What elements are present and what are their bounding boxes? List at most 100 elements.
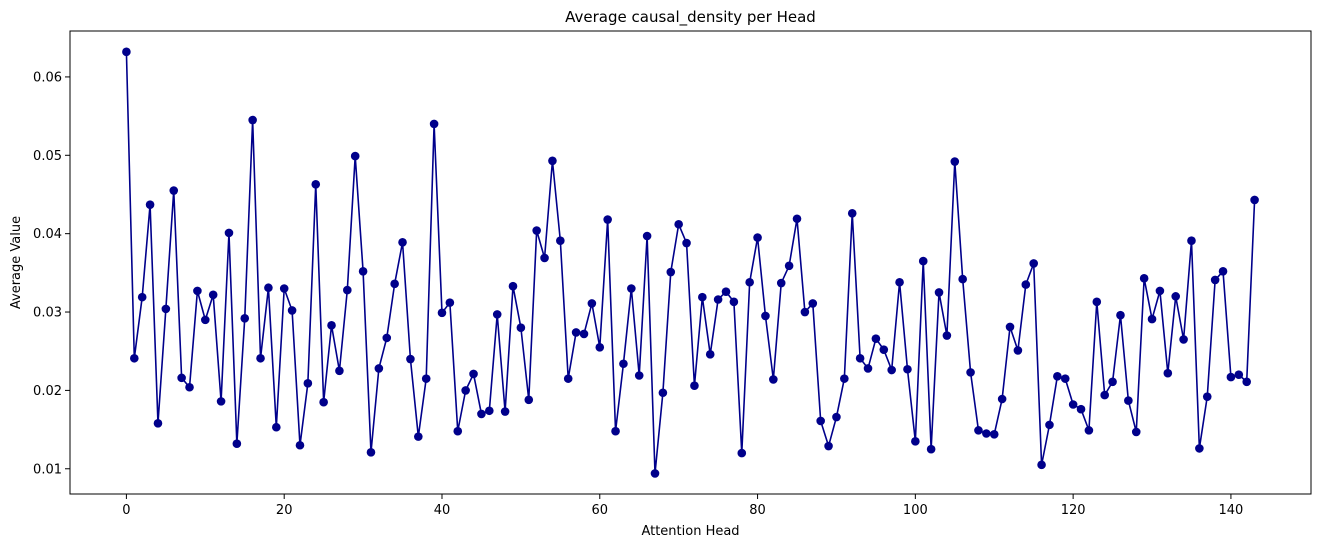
data-point [524, 395, 534, 405]
data-point [153, 419, 163, 428]
data-point [390, 279, 399, 289]
data-point [453, 426, 463, 436]
data-point [1005, 322, 1015, 332]
data-point [492, 310, 502, 319]
x-axis-label: Attention Head [641, 524, 739, 539]
data-point [335, 366, 344, 376]
data-point [1139, 274, 1149, 283]
data-point [343, 285, 352, 295]
data-point [414, 432, 423, 441]
data-point [942, 331, 952, 340]
data-point [1013, 346, 1023, 355]
data-point [997, 394, 1007, 404]
data-point [532, 226, 541, 235]
x-tick-label: 100 [903, 503, 928, 518]
data-point [1053, 371, 1062, 381]
data-point [682, 238, 691, 248]
data-point [611, 426, 620, 436]
data-point [603, 215, 612, 224]
data-point [1155, 286, 1165, 296]
data-point [169, 186, 179, 195]
plot-frame [69, 30, 1312, 495]
data-point [737, 448, 747, 458]
data-point [1021, 280, 1031, 289]
data-point [784, 261, 794, 271]
data-point [918, 256, 928, 266]
data-point [232, 439, 242, 448]
data-point [950, 157, 960, 166]
x-axis: 0 20 40 60 80 100 120 140 [122, 494, 1243, 518]
data-point [1068, 400, 1078, 409]
data-point [1226, 372, 1236, 382]
data-point [729, 297, 739, 307]
data-point [327, 321, 336, 330]
data-point [1210, 275, 1220, 285]
data-point [690, 381, 699, 390]
data-point [556, 236, 565, 246]
x-tick-label: 120 [1061, 503, 1086, 518]
data-point [1076, 404, 1086, 414]
data-point [816, 416, 825, 426]
data-point [429, 119, 439, 129]
data-point [1108, 377, 1117, 387]
data-point [824, 441, 833, 451]
series-line [125, 51, 1256, 475]
data-point [974, 426, 983, 435]
data-point [966, 368, 975, 377]
data-point [240, 314, 250, 323]
data-point [145, 200, 155, 209]
data-point [989, 429, 999, 439]
y-tick-label: 0.04 [33, 227, 62, 242]
data-point [485, 406, 494, 416]
data-point [161, 304, 171, 314]
data-point [1218, 266, 1228, 276]
y-axis-label: Average Value [9, 216, 24, 309]
data-point [627, 284, 636, 293]
data-point [776, 278, 786, 288]
data-point [508, 281, 518, 291]
data-point [698, 292, 707, 302]
data-point [1163, 368, 1173, 378]
data-point [295, 440, 305, 450]
data-point [587, 299, 597, 308]
data-point [1092, 297, 1102, 307]
data-point [540, 253, 549, 263]
data-point [642, 231, 652, 241]
data-point [303, 379, 313, 388]
data-point [193, 286, 202, 296]
data-point [1202, 392, 1212, 401]
y-axis: 0.01 0.02 0.03 0.04 0.05 0.06 [33, 70, 70, 477]
data-point [272, 422, 281, 432]
data-point [548, 156, 557, 166]
data-point [248, 115, 257, 125]
data-point [745, 277, 754, 287]
data-point [958, 274, 967, 284]
data-point [264, 283, 273, 293]
data-point [1131, 427, 1141, 437]
data-point [224, 228, 234, 238]
data-point [445, 298, 455, 307]
data-point [1242, 377, 1251, 387]
data-point [1179, 335, 1188, 344]
data-point [201, 315, 210, 325]
y-tick-label: 0.05 [33, 149, 62, 164]
x-tick-label: 80 [749, 503, 766, 518]
data-point [792, 214, 802, 224]
data-point [477, 409, 486, 419]
data-point [311, 179, 321, 189]
data-point [1147, 314, 1157, 324]
data-point [1234, 370, 1244, 380]
data-point [374, 364, 384, 373]
data-point [595, 342, 605, 352]
data-point [130, 353, 139, 363]
data-point [398, 237, 407, 247]
y-tick-label: 0.02 [33, 384, 62, 399]
y-tick-label: 0.03 [33, 306, 62, 321]
data-point [847, 208, 857, 218]
data-point [934, 288, 944, 297]
data-point [1029, 259, 1038, 268]
data-point [879, 345, 889, 354]
